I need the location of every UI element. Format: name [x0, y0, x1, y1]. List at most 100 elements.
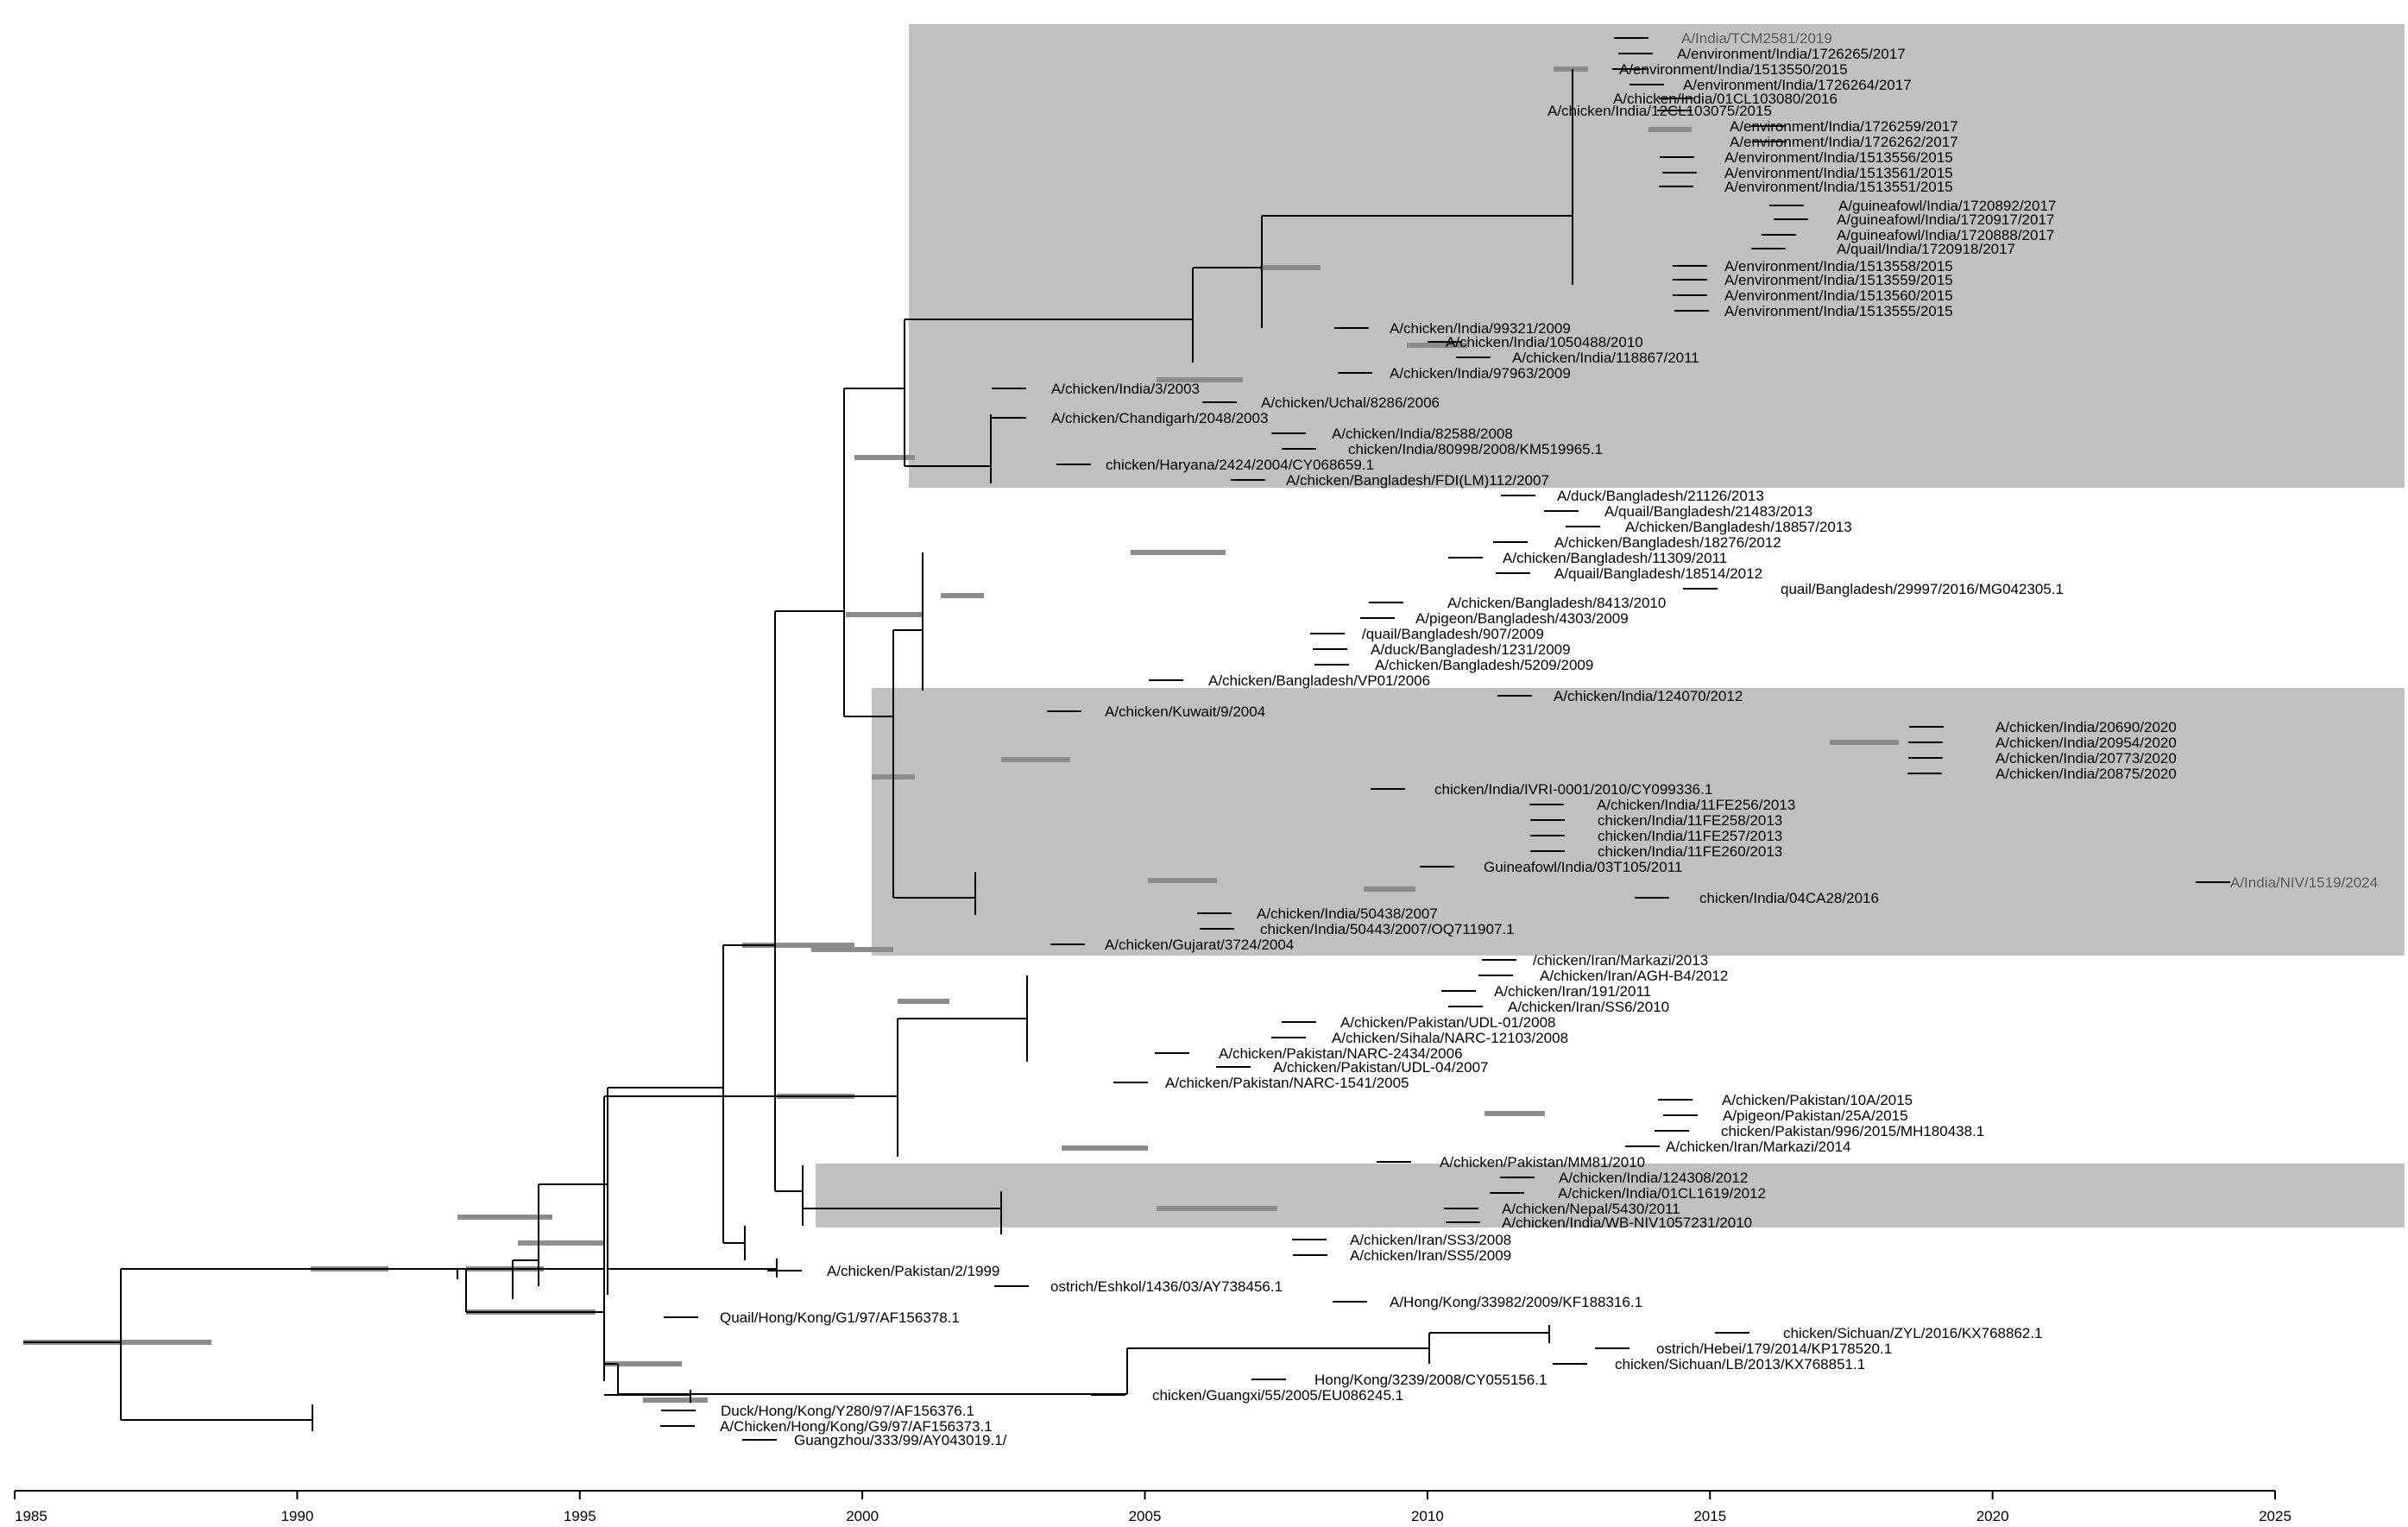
hpd-bar — [518, 1240, 604, 1246]
axis-tick-label: 2000 — [846, 1508, 879, 1524]
hpd-bar — [457, 1215, 552, 1220]
tip-label: chicken/Sichuan/LB/2013/KX768851.1 — [1615, 1356, 1865, 1372]
tip-label: A/India/TCM2581/2019 — [1681, 30, 1832, 47]
tip-label: A/environment/India/1726265/2017 — [1677, 46, 1906, 62]
tip-label: chicken/Sichuan/ZYL/2016/KX768862.1 — [1783, 1325, 2043, 1341]
tip-label: A/chicken/Pakistan/10A/2015 — [1722, 1092, 1913, 1108]
tip-label: A/chicken/Bangladesh/FDI(LM)112/2007 — [1286, 472, 1549, 489]
tip-label: A/chicken/India/124308/2012 — [1559, 1170, 1748, 1186]
hpd-bar — [1407, 343, 1467, 348]
tip-label: chicken/Pakistan/996/2015/MH180438.1 — [1721, 1123, 1984, 1139]
tip-label: A/environment/India/1726262/2017 — [1730, 134, 1958, 150]
tip-label: A/chicken/India/1050488/2010 — [1446, 334, 1643, 350]
tip-label: A/chicken/India/20690/2020 — [1995, 719, 2177, 735]
hpd-bar — [604, 1361, 682, 1366]
tip-label: A/chicken/India/WB-NIV1057231/2010 — [1502, 1215, 1752, 1231]
tip-label: quail/Bangladesh/29997/2016/MG042305.1 — [1781, 581, 2064, 597]
hpd-bars — [23, 66, 1899, 1403]
tip-label: A/duck/Bangladesh/21126/2013 — [1557, 488, 1764, 504]
tip-label: A/chicken/India/12CL103075/2015 — [1548, 103, 1772, 119]
time-axis: 1985 1990 1995 2000 2005 2010 2015 2020 2025 — [14, 1490, 2291, 1524]
tip-label: A/chicken/Pakistan/MM81/2010 — [1440, 1154, 1645, 1170]
tip-label: A/guineafowl/India/1720888/2017 — [1837, 227, 2054, 243]
tip-label: A/chicken/Uchal/8286/2006 — [1261, 394, 1440, 411]
tip-label: chicken/India/04CA28/2016 — [1699, 890, 1879, 906]
tip-label: A/guineafowl/India/1720917/2017 — [1837, 211, 2054, 228]
tip-label: A/chicken/India/99321/2009 — [1390, 320, 1571, 337]
tip-label: A/chicken/India/97963/2009 — [1390, 365, 1571, 382]
tip-label: A/environment/India/1513559/2015 — [1724, 272, 1953, 288]
tree-branches — [23, 37, 2230, 1441]
tip-label: A/chicken/Gujarat/3724/2004 — [1105, 937, 1294, 953]
tip-label: A/chicken/Chandigarh/2048/2003 — [1051, 410, 1268, 426]
axis-tick-label: 1985 — [15, 1508, 47, 1524]
tip-label: A/chicken/India/82588/2008 — [1332, 426, 1513, 442]
tip-label: /chicken/Iran/Markazi/2013 — [1533, 952, 1708, 969]
tip-label: A/chicken/Kuwait/9/2004 — [1105, 704, 1265, 720]
tip-label: A/chicken/Pakistan/UDL-04/2007 — [1273, 1059, 1488, 1076]
clade-box-india-3 — [816, 1164, 2405, 1227]
hpd-bar — [1001, 757, 1070, 762]
hpd-bar — [1131, 550, 1226, 555]
tip-label: A/Chicken/Hong/Kong/G9/97/AF156373.1 — [720, 1418, 993, 1435]
hpd-bar — [1485, 1111, 1545, 1116]
tip-label: A/chicken/Pakistan/NARC-1541/2005 — [1165, 1075, 1409, 1091]
tip-label: A/pigeon/Pakistan/25A/2015 — [1723, 1107, 1908, 1124]
axis-tick-label: 1995 — [564, 1508, 596, 1524]
tip-label: Quail/Hong/Kong/G1/97/AF156378.1 — [720, 1309, 960, 1326]
tip-label: A/chicken/Iran/191/2011 — [1494, 983, 1651, 1000]
hpd-bar — [1157, 377, 1243, 382]
axis-ticks: 1985 1990 1995 2000 2005 2010 2015 2020 2025 — [14, 1491, 2291, 1524]
tip-label: A/environment/India/1513560/2015 — [1724, 287, 1953, 304]
tip-label: A/chicken/Bangladesh/5209/2009 — [1375, 657, 1593, 673]
tip-label: A/environment/India/1513556/2015 — [1724, 149, 1953, 166]
tip-label: chicken/India/80998/2008/KM519965.1 — [1348, 441, 1603, 457]
tip-label: A/environment/India/1513558/2015 — [1724, 258, 1953, 274]
tip-label: A/chicken/Bangladesh/11309/2011 — [1503, 550, 1727, 566]
tip-label: chicken/Guangxi/55/2005/EU086245.1 — [1152, 1387, 1403, 1404]
tip-label: A/Hong/Kong/33982/2009/KF188316.1 — [1390, 1294, 1642, 1310]
tip-label: A/chicken/Pakistan/2/1999 — [827, 1263, 999, 1279]
tip-label: chicken/India/11FE257/2013 — [1598, 828, 1782, 844]
tip-label: A/environment/India/1726264/2017 — [1683, 77, 1912, 93]
tip-label: chicken/India/11FE258/2013 — [1598, 812, 1782, 829]
axis-tick-label: 2020 — [1976, 1508, 2009, 1524]
hpd-bar — [1157, 1206, 1277, 1211]
tip-label: chicken/India/IVRI-0001/2010/CY099336.1 — [1434, 781, 1712, 798]
hpd-bar — [1830, 740, 1899, 745]
tip-label: Hong/Kong/3239/2008/CY055156.1 — [1314, 1372, 1547, 1388]
hpd-bar — [643, 1398, 708, 1403]
tip-label: A/chicken/Bangladesh/18857/2013 — [1625, 519, 1852, 535]
hpd-bar — [898, 999, 949, 1004]
tip-label: A/chicken/Iran/SS3/2008 — [1350, 1232, 1511, 1248]
tip-label: A/chicken/India/01CL103080/2016 — [1613, 91, 1838, 107]
tip-label: A/quail/India/1720918/2017 — [1837, 241, 2015, 257]
tip-label: A/environment/India/1513551/2015 — [1724, 179, 1953, 195]
tip-label: A/duck/Bangladesh/1231/2009 — [1371, 641, 1571, 658]
tip-label: chicken/Haryana/2424/2004/CY068659.1 — [1106, 457, 1374, 473]
hpd-bar — [1148, 878, 1217, 883]
tip-label: A/India/NIV/1519/2024 — [2230, 874, 2378, 891]
tip-label: chicken/India/50443/2007/OQ711907.1 — [1260, 921, 1515, 937]
tip-label: A/chicken/India/20875/2020 — [1995, 766, 2177, 782]
tip-label: Guangzhou/333/99/AY043019.1/ — [794, 1432, 1007, 1448]
hpd-bar — [1260, 265, 1321, 270]
tip-label: A/chicken/Bangladesh/VP01/2006 — [1208, 672, 1430, 689]
hpd-bar — [1062, 1145, 1148, 1151]
tip-label: A/chicken/India/20954/2020 — [1995, 735, 2177, 751]
hpd-bar — [1364, 887, 1415, 892]
tip-label: A/chicken/Iran/SS6/2010 — [1508, 999, 1669, 1015]
tip-label: A/pigeon/Bangladesh/4303/2009 — [1415, 610, 1629, 627]
tip-label: Duck/Hong/Kong/Y280/97/AF156376.1 — [721, 1403, 974, 1419]
tip-label: A/quail/Bangladesh/18514/2012 — [1554, 565, 1762, 582]
hpd-bar — [846, 612, 923, 617]
clade-box-india-2 — [872, 688, 2405, 956]
axis-tick-label: 2005 — [1129, 1508, 1162, 1524]
tip-label: A/chicken/India/01CL1619/2012 — [1558, 1185, 1766, 1202]
tip-label: Guineafowl/India/03T105/2011 — [1484, 859, 1682, 875]
axis-tick-label: 1990 — [281, 1508, 313, 1524]
tip-labels: A/India/TCM2581/2019A/environment/India/… — [720, 30, 2378, 1448]
tip-label: ostrich/Eshkol/1436/03/AY738456.1 — [1050, 1278, 1283, 1295]
axis-tick-label: 2015 — [1693, 1508, 1726, 1524]
